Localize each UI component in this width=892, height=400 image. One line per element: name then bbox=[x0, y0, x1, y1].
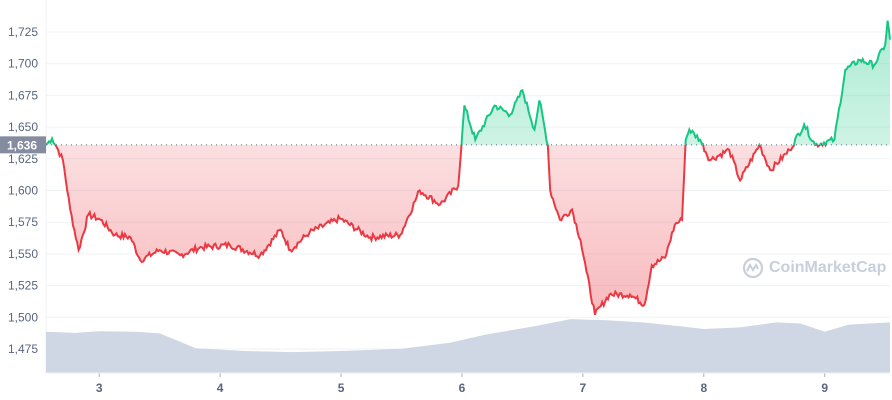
x-tick-label: 4 bbox=[217, 381, 224, 395]
reference-badge: 1,636 bbox=[0, 136, 46, 154]
y-tick-label: 1,475 bbox=[8, 342, 38, 356]
y-tick-label: 1,675 bbox=[8, 88, 38, 102]
x-tick-label: 8 bbox=[700, 381, 707, 395]
x-tick-label: 7 bbox=[580, 381, 587, 395]
x-tick-label: 5 bbox=[338, 381, 345, 395]
y-tick-label: 1,550 bbox=[8, 247, 38, 261]
x-tick-label: 3 bbox=[96, 381, 103, 395]
x-tick-label: 9 bbox=[821, 381, 828, 395]
y-tick-label: 1,600 bbox=[8, 184, 38, 198]
coinmarketcap-watermark: CoinMarketCap bbox=[742, 257, 886, 279]
y-tick-label: 1,525 bbox=[8, 279, 38, 293]
y-tick-label: 1,650 bbox=[8, 120, 38, 134]
coinmarketcap-logo-icon bbox=[742, 257, 764, 279]
price-fill-below bbox=[46, 144, 826, 315]
y-tick-label: 1,625 bbox=[8, 152, 38, 166]
y-tick-label: 1,725 bbox=[8, 25, 38, 39]
price-line-below bbox=[45, 144, 827, 316]
reference-label: 1,636 bbox=[7, 138, 37, 152]
y-tick-label: 1,575 bbox=[8, 215, 38, 229]
x-tick-label: 6 bbox=[459, 381, 466, 395]
y-tick-label: 1,500 bbox=[8, 310, 38, 324]
watermark-text: CoinMarketCap bbox=[769, 259, 887, 276]
volume-area bbox=[46, 319, 890, 373]
y-tick-label: 1,700 bbox=[8, 57, 38, 71]
price-line-above bbox=[45, 20, 891, 145]
y-axis: 1,475 1,500 1,525 1,550 1,575 1,600 1,625 1,650… bbox=[8, 25, 38, 356]
x-axis: 3 4 5 6 7 8 9 bbox=[46, 372, 890, 395]
